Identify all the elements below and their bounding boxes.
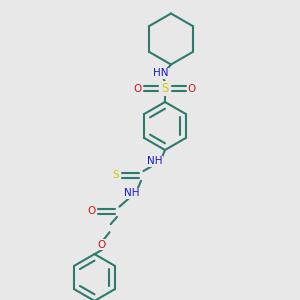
Text: NH: NH [124, 188, 140, 199]
Text: S: S [112, 170, 119, 181]
Text: NH: NH [147, 156, 162, 167]
Text: O: O [98, 239, 106, 250]
Text: HN: HN [153, 68, 168, 79]
Text: O: O [87, 206, 96, 217]
Text: O: O [188, 83, 196, 94]
Text: O: O [134, 83, 142, 94]
Text: S: S [161, 82, 169, 95]
